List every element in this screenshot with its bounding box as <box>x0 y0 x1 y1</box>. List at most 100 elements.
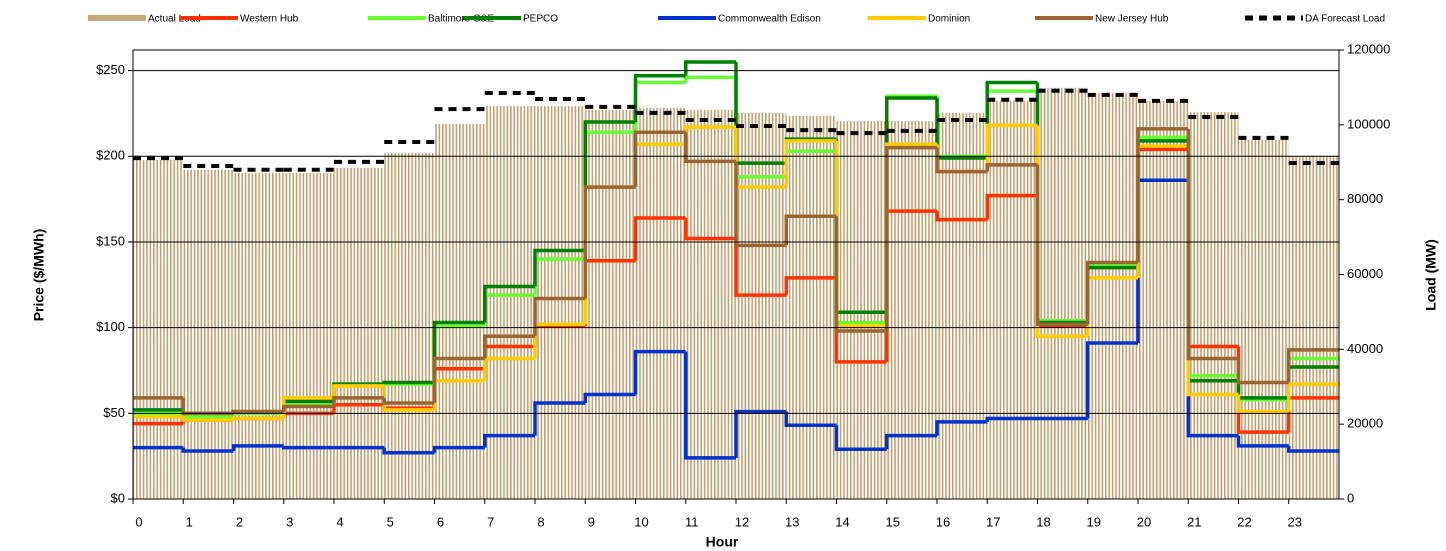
price-line <box>332 396 385 407</box>
load-bar <box>1138 100 1189 500</box>
x-tick-label: 4 <box>336 514 343 529</box>
x-tick-label: 6 <box>437 514 444 529</box>
price-line <box>382 380 435 385</box>
price-line <box>834 425 887 452</box>
price-line <box>684 132 736 164</box>
price-line <box>432 356 485 404</box>
data <box>133 60 1339 500</box>
price-line <box>784 139 837 188</box>
price-line <box>985 416 1038 422</box>
price-line <box>1236 394 1289 414</box>
price-line <box>533 248 586 287</box>
x-tick-label: 5 <box>387 514 394 529</box>
price-line <box>282 404 334 412</box>
x-tick-label: 22 <box>1237 514 1251 529</box>
price-line <box>633 216 686 261</box>
load-bar <box>183 169 234 499</box>
legend-label: Dominion <box>928 14 970 25</box>
price-line <box>834 216 887 333</box>
y-tick-label: $50 <box>103 405 125 420</box>
price-line <box>684 217 736 241</box>
load-bar <box>283 173 334 499</box>
price-line <box>935 211 988 222</box>
load-bar <box>434 124 485 500</box>
price-line <box>332 384 385 398</box>
price-line <box>885 145 937 332</box>
load-bar <box>585 109 636 499</box>
price-line <box>432 445 485 453</box>
legend-label: Western Hub <box>240 14 299 25</box>
load-bar <box>535 106 586 499</box>
price-line <box>935 147 988 174</box>
y2-tick-label: 80000 <box>1347 191 1383 206</box>
price-line <box>231 444 284 452</box>
load-bar <box>334 167 385 500</box>
price-line <box>734 238 787 297</box>
price-line <box>684 60 736 76</box>
x-tick-label: 13 <box>785 514 799 529</box>
price-line <box>684 75 736 83</box>
y-tick-label: $150 <box>96 233 125 248</box>
legend-label: New Jersey Hub <box>1095 14 1169 25</box>
price-line <box>483 284 535 323</box>
price-line <box>1236 358 1289 385</box>
y2-tick-label: 120000 <box>1347 41 1390 56</box>
x-tick-label: 23 <box>1288 514 1302 529</box>
x-tick-label: 19 <box>1087 514 1101 529</box>
price-line <box>181 416 234 422</box>
price-line <box>382 447 435 455</box>
y2-axis-title: Load (MW) <box>1423 239 1439 311</box>
x-tick-label: 18 <box>1036 514 1050 529</box>
x-tick-label: 11 <box>685 514 699 529</box>
y2-tick-label: 20000 <box>1347 416 1383 431</box>
load-bar <box>937 112 988 500</box>
load-bar <box>1087 93 1138 499</box>
x-tick-label: 1 <box>186 514 193 529</box>
price-line <box>734 409 787 458</box>
load-bar <box>736 112 787 500</box>
legend-label: PEPCO <box>523 14 558 25</box>
y-axis-title: Price ($/MWh) <box>31 229 47 322</box>
x-tick-label: 15 <box>886 514 900 529</box>
load-bar <box>233 173 284 499</box>
y-tick-label: $200 <box>96 148 125 163</box>
load-bar <box>886 121 937 499</box>
price-line <box>985 163 1038 172</box>
price-line <box>1186 128 1239 361</box>
price-line <box>633 130 686 188</box>
plot-frame <box>132 49 1340 500</box>
price-line <box>784 411 837 428</box>
legend-label: Commonwealth Edison <box>718 14 821 25</box>
price-line <box>583 392 636 404</box>
x-tick-label: 17 <box>986 514 1000 529</box>
load-bar <box>1037 87 1088 499</box>
price-line <box>181 447 234 453</box>
x-tick-label: 12 <box>735 514 749 529</box>
x-tick-label: 3 <box>286 514 293 529</box>
x-tick-label: 7 <box>487 514 494 529</box>
x-tick-label: 2 <box>236 514 243 529</box>
price-line <box>985 193 1038 220</box>
price-line <box>633 73 686 122</box>
x-tick-label: 0 <box>135 514 142 529</box>
y-tick-label: $100 <box>96 319 125 334</box>
load-bar <box>1238 139 1289 500</box>
price-line <box>282 445 334 450</box>
x-tick-label: 16 <box>936 514 950 529</box>
load-bar <box>384 152 435 500</box>
y2-tick-label: 0 <box>1347 490 1354 505</box>
price-line <box>1086 341 1138 419</box>
x-tick-label: 10 <box>634 514 648 529</box>
price-line <box>382 385 435 412</box>
price-line <box>483 334 535 359</box>
price-line <box>231 416 284 421</box>
load-bar <box>133 160 184 499</box>
price-line <box>483 433 535 448</box>
load-bar <box>1188 112 1239 499</box>
x-axis-title: Hour <box>706 534 739 550</box>
price-line <box>382 397 435 405</box>
price-line <box>1287 348 1339 383</box>
price-line <box>1136 127 1189 263</box>
price-line <box>885 433 937 450</box>
price-line <box>1086 260 1138 325</box>
